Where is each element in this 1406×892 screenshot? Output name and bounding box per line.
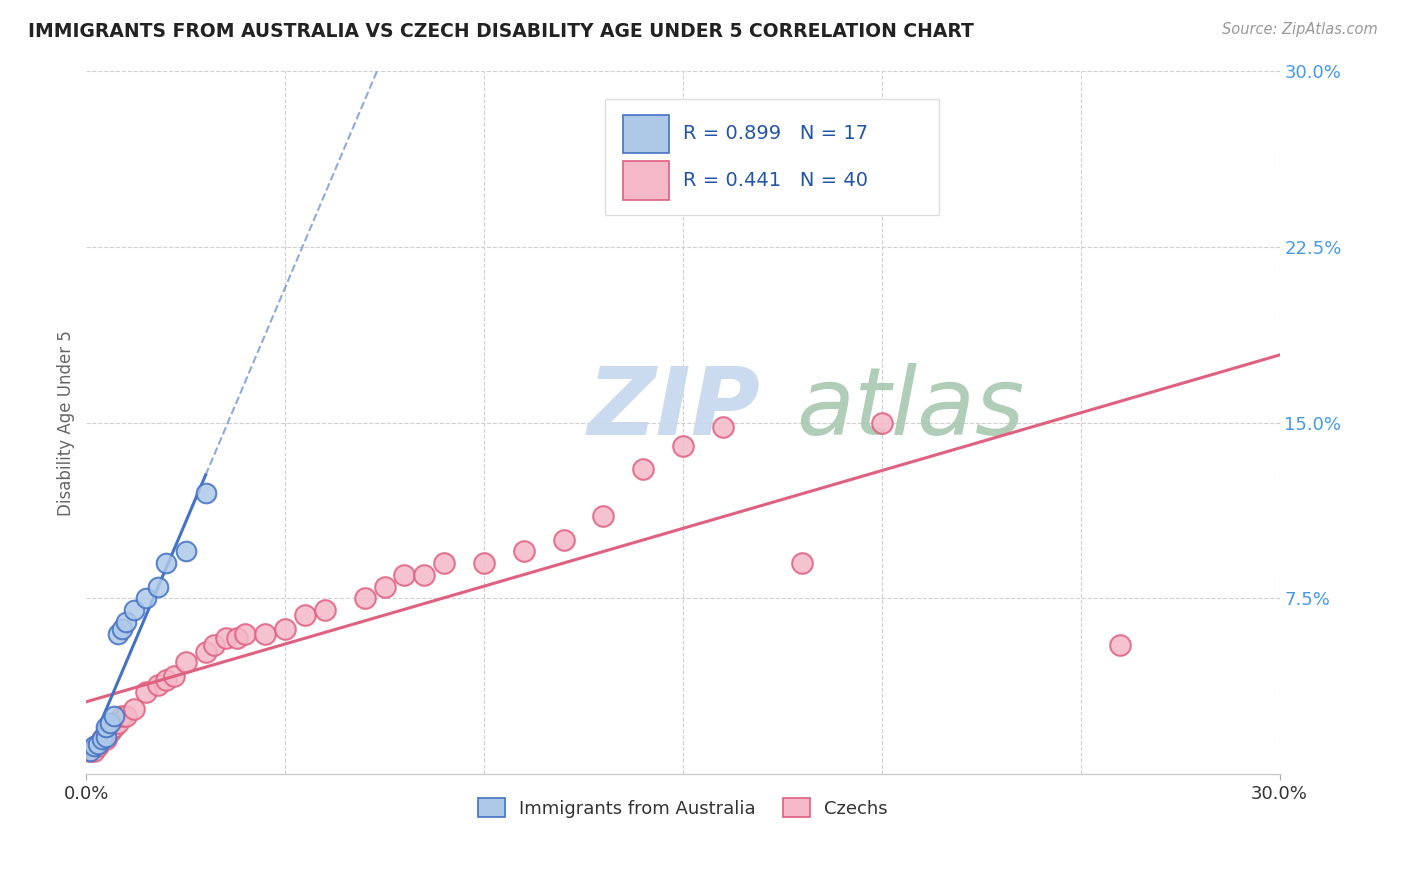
Point [155, 556, 177, 570]
Point [103, 708, 125, 723]
Point [513, 544, 536, 558]
Point [135, 685, 157, 699]
Point [135, 591, 157, 606]
Point [214, 631, 236, 645]
Point [115, 615, 138, 629]
Point [115, 708, 138, 723]
Point [98, 725, 121, 739]
Point [235, 626, 257, 640]
Point [87, 737, 110, 751]
Point [146, 678, 169, 692]
Point [83, 739, 105, 753]
Point [672, 439, 695, 453]
Point [472, 556, 495, 570]
Point [174, 544, 197, 558]
Point [194, 645, 217, 659]
Point [107, 715, 129, 730]
Point [631, 462, 654, 476]
Point [202, 638, 225, 652]
Point [79, 744, 101, 758]
Point [711, 420, 734, 434]
Point [91, 731, 114, 746]
Point [98, 715, 121, 730]
Point [107, 626, 129, 640]
Point [163, 669, 186, 683]
Point [592, 509, 614, 524]
Text: IMMIGRANTS FROM AUSTRALIA VS CZECH DISABILITY AGE UNDER 5 CORRELATION CHART: IMMIGRANTS FROM AUSTRALIA VS CZECH DISAB… [28, 22, 974, 41]
Point [274, 622, 297, 636]
Point [226, 631, 249, 645]
Point [146, 580, 169, 594]
Point [111, 708, 134, 723]
FancyBboxPatch shape [623, 161, 669, 200]
Point [433, 556, 456, 570]
Text: R = 0.441   N = 40: R = 0.441 N = 40 [683, 170, 868, 189]
Point [413, 568, 436, 582]
Point [96, 720, 118, 734]
Point [155, 673, 177, 688]
Point [792, 556, 814, 570]
Point [194, 486, 217, 500]
Point [111, 622, 134, 636]
Legend: Immigrants from Australia, Czechs: Immigrants from Australia, Czechs [471, 791, 896, 825]
Point [96, 730, 118, 744]
Point [1109, 638, 1132, 652]
Point [394, 568, 416, 582]
Point [91, 731, 114, 746]
Point [96, 731, 118, 746]
Point [353, 591, 375, 606]
Point [374, 580, 396, 594]
Text: Source: ZipAtlas.com: Source: ZipAtlas.com [1222, 22, 1378, 37]
Point [314, 603, 336, 617]
Point [553, 533, 575, 547]
Point [122, 701, 145, 715]
Point [294, 607, 316, 622]
Point [870, 416, 893, 430]
Point [174, 655, 197, 669]
Point [79, 744, 101, 758]
Point [254, 626, 277, 640]
FancyBboxPatch shape [606, 99, 939, 215]
Text: atlas: atlas [796, 363, 1025, 454]
Point [83, 744, 105, 758]
Point [122, 603, 145, 617]
FancyBboxPatch shape [623, 115, 669, 153]
Text: ZIP: ZIP [588, 362, 761, 455]
Text: R = 0.899   N = 17: R = 0.899 N = 17 [683, 124, 868, 143]
Point [87, 739, 110, 753]
Y-axis label: Disability Age Under 5: Disability Age Under 5 [58, 330, 75, 516]
Point [103, 720, 125, 734]
